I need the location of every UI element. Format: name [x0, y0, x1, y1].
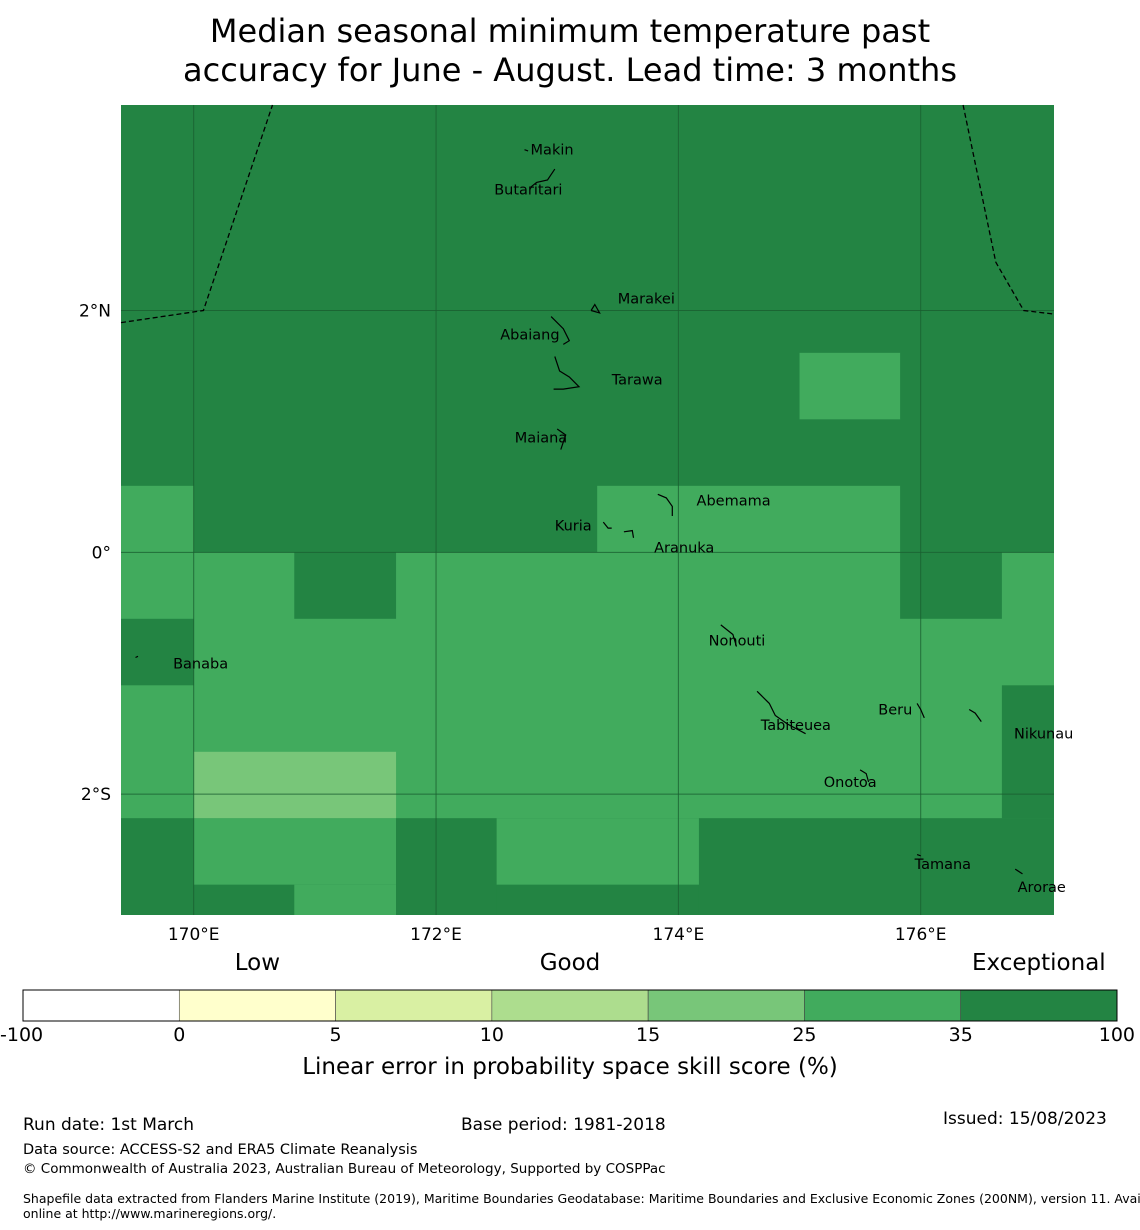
- colorbar-label: Linear error in probability space skill …: [302, 1054, 838, 1080]
- eez-boundary-line: [962, 104, 1055, 315]
- colorbar-tick: 15: [636, 1024, 661, 1046]
- skill-cell: [193, 818, 397, 885]
- island-outline: [968, 708, 982, 722]
- shapefile-credit-line-2: online at http://www.marineregions.org/.: [23, 1206, 277, 1221]
- colorbar-tick: -100: [0, 1024, 44, 1046]
- colorbar-segment: [804, 989, 962, 1022]
- lon-tick-label: 170°E: [168, 925, 220, 945]
- lat-tick-label: 2°S: [81, 785, 111, 805]
- colorbar-category-label: Exceptional: [972, 950, 1106, 976]
- issued-date: Issued: 15/08/2023: [943, 1109, 1107, 1129]
- island-label: Makin: [531, 143, 574, 159]
- colorbar-category-label: Good: [539, 950, 601, 976]
- island-outline: [657, 493, 673, 516]
- lat-tick-label: 0°: [92, 543, 111, 563]
- skill-cell: [193, 751, 397, 819]
- island-outline: [720, 624, 738, 647]
- skill-cell: [496, 818, 699, 885]
- island-outline: [756, 690, 806, 735]
- colorbar: [22, 989, 1118, 1022]
- island-outline: [623, 529, 635, 538]
- skill-cell: [396, 818, 497, 915]
- island-label: Kuria: [555, 519, 592, 535]
- island-outline: [524, 149, 529, 152]
- island-label: Aranuka: [654, 540, 714, 556]
- skill-cell: [1001, 685, 1054, 819]
- skill-cell: [799, 352, 901, 420]
- island-label: Tarawa: [611, 372, 663, 388]
- colorbar-segment: [335, 989, 493, 1022]
- skill-cell: [698, 818, 1054, 915]
- colorbar-segment: [647, 989, 805, 1022]
- island-outline: [550, 316, 571, 345]
- island-outline: [556, 428, 567, 450]
- skill-cell: [496, 884, 699, 915]
- eez-boundary-line: [120, 104, 274, 324]
- data-source: Data source: ACCESS-S2 and ERA5 Climate …: [23, 1142, 418, 1158]
- island-outline: [590, 303, 601, 314]
- graticule: [121, 105, 1054, 915]
- colorbar-segment: [178, 989, 336, 1022]
- colorbar-category-label: Low: [234, 950, 281, 976]
- skill-cell: [597, 485, 901, 553]
- skill-cell: [294, 884, 397, 915]
- island-outline: [916, 854, 921, 857]
- lon-tick-label: 172°E: [410, 925, 462, 945]
- island-label: Tamana: [914, 857, 971, 873]
- colorbar-tick: 0: [173, 1024, 186, 1046]
- colorbar-segment: [491, 989, 649, 1022]
- lon-tick-label: 174°E: [653, 925, 705, 945]
- skill-cell: [193, 884, 295, 915]
- island-outline: [553, 356, 581, 390]
- lat-tick-label: 2°N: [79, 302, 111, 322]
- island-outline: [916, 703, 925, 719]
- shapefile-credit-line-1: Shapefile data extracted from Flanders M…: [23, 1191, 1140, 1206]
- axis-tick-labels: 170°E 172°E 174°E 176°E 2°N 0° 2°S: [79, 302, 947, 945]
- colorbar-tick: 10: [479, 1024, 504, 1046]
- island-outline: [859, 769, 870, 783]
- island-label: Beru: [878, 702, 912, 718]
- colorbar-tick: 100: [1098, 1024, 1135, 1046]
- colorbar-segment: [960, 989, 1118, 1022]
- colorbar-tick: 5: [329, 1024, 342, 1046]
- run-date: Run date: 1st March: [23, 1115, 195, 1135]
- map-figure: Makin Butaritari Marakei Abaiang Tarawa Maian…: [22, 104, 1118, 1022]
- skill-cell: [900, 552, 1002, 619]
- colorbar-tick: 35: [948, 1024, 973, 1046]
- colorbar-outline: [22, 989, 1118, 1022]
- island-label: Banaba: [173, 657, 228, 673]
- skill-cell: [294, 552, 397, 619]
- island-label: Marakei: [618, 291, 675, 307]
- base-period: Base period: 1981-2018: [461, 1115, 666, 1135]
- island-outline: [602, 521, 612, 529]
- copyright: © Commonwealth of Australia 2023, Austra…: [23, 1161, 666, 1177]
- skill-cell: [121, 485, 194, 553]
- island-outline: [1014, 868, 1023, 875]
- island-label: Tabiteuea: [760, 718, 831, 734]
- map-title-line-2: accuracy for June - August. Lead time: 3…: [183, 51, 957, 89]
- island-label: Abemama: [697, 493, 771, 509]
- skill-cell: [121, 818, 194, 915]
- colorbar-tick: 25: [792, 1024, 817, 1046]
- island-outline: [530, 168, 556, 188]
- skill-score-grid: [121, 105, 1054, 915]
- map-title-line-1: Median seasonal minimum temperature past: [209, 12, 931, 50]
- island-label: Maiana: [515, 430, 567, 446]
- island-outline: [135, 655, 139, 659]
- island-label: Onotoa: [824, 775, 877, 791]
- island-label: Butaritari: [494, 183, 562, 199]
- islands: Makin Butaritari Marakei Abaiang Tarawa Maian…: [135, 143, 1073, 896]
- lon-tick-label: 176°E: [895, 925, 947, 945]
- island-label: Nonouti: [709, 634, 766, 650]
- island-label: Nikunau: [1014, 727, 1073, 743]
- skill-cell: [121, 618, 194, 686]
- island-label: Arorae: [1018, 880, 1066, 896]
- eez-boundaries: [120, 104, 1055, 324]
- colorbar-segment: [22, 989, 180, 1022]
- island-label: Abaiang: [500, 328, 559, 344]
